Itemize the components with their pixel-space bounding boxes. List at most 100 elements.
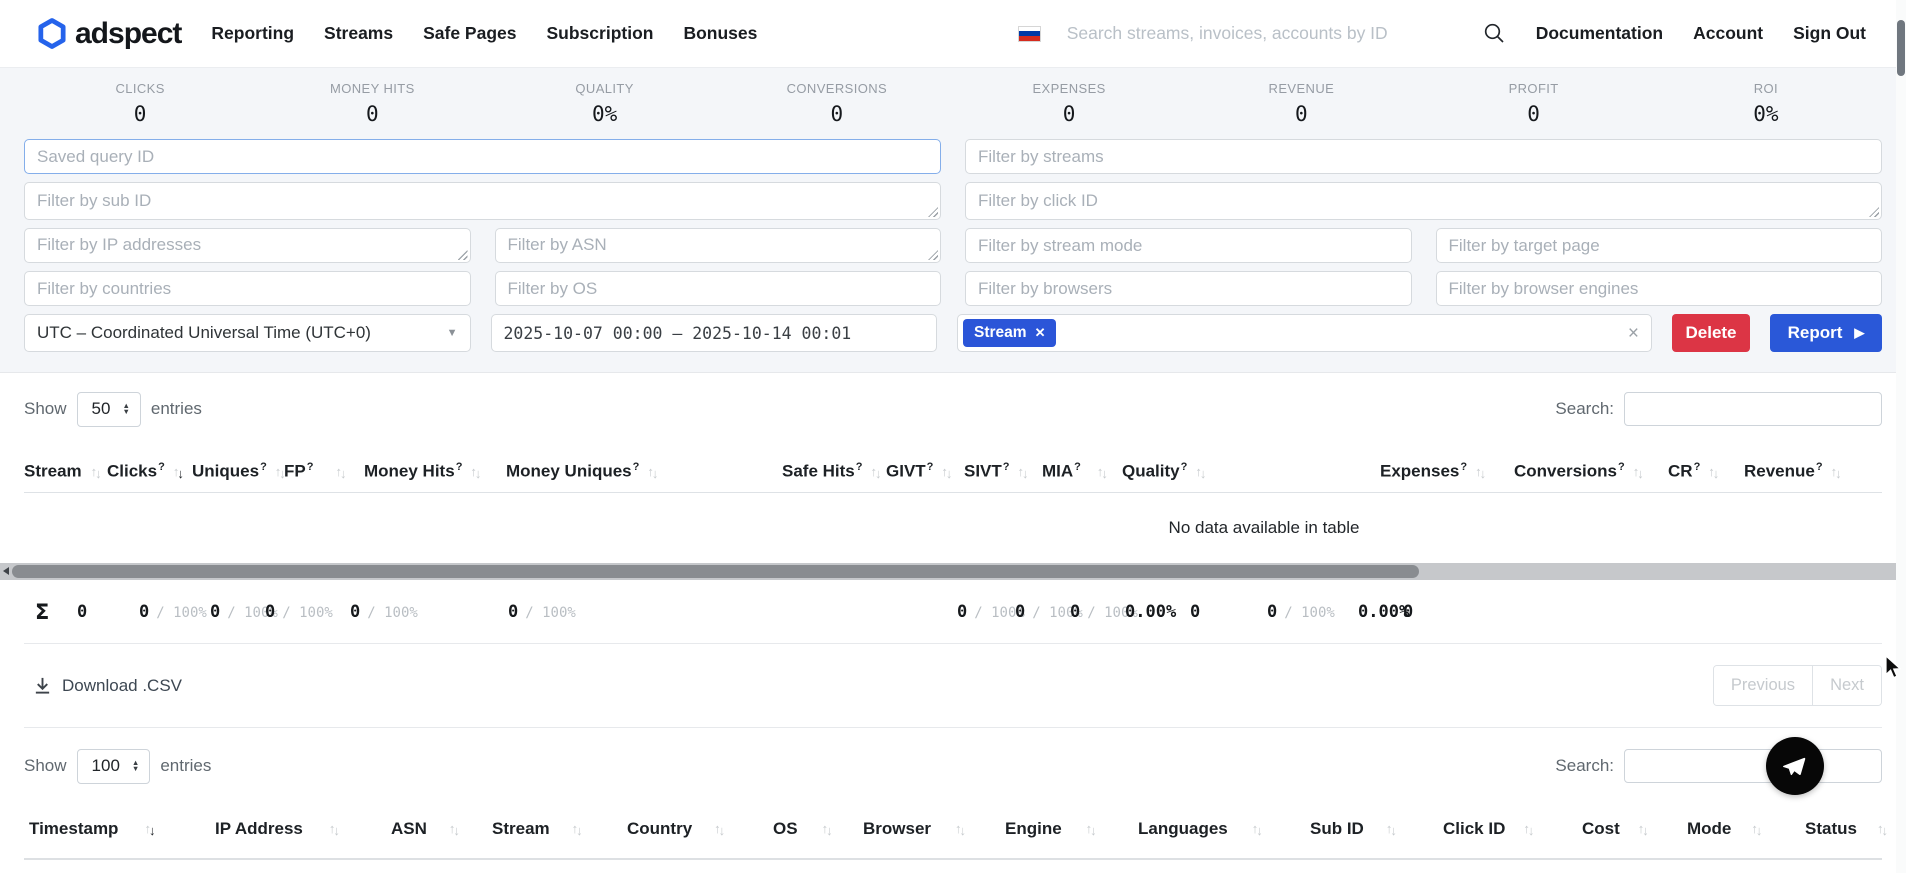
page-size-select[interactable]: 50 ▲ ▼ (76, 391, 141, 427)
chevron-down-icon: ▼ (446, 327, 458, 339)
clicks-table-section: Show 100 ▲ ▼ entries Search: Timestamp ↑↓ … (0, 730, 1906, 860)
report-button[interactable]: Report ▶ (1770, 314, 1882, 352)
previous-page-button[interactable]: Previous (1713, 666, 1813, 705)
totals-money-hits: 0/ 100% (265, 601, 333, 622)
russian-flag-icon[interactable] (1017, 25, 1041, 42)
next-page-button[interactable]: Next (1812, 666, 1881, 705)
column-header-fp[interactable]: FP? ↑↓ (284, 461, 347, 481)
totals-revenue: 0 (1403, 601, 1414, 622)
empty-table-message: No data available in table (1168, 518, 1360, 537)
saved-query-id-input[interactable] (24, 139, 941, 174)
column-header-country[interactable]: Country ↑↓ (627, 819, 726, 838)
stat-expenses: EXPENSES 0 (1032, 81, 1106, 126)
column-header-expenses[interactable]: Expenses? ↑↓ (1380, 461, 1487, 481)
sort-icon: ↑↓ (448, 821, 460, 838)
column-header-os[interactable]: OS ↑↓ (773, 819, 833, 838)
resize-grip-icon[interactable] (928, 250, 938, 260)
column-header-status[interactable]: Status ↑↓ (1805, 819, 1888, 838)
page-size-select[interactable]: 100 ▲ ▼ (76, 748, 151, 784)
telegram-button[interactable] (1766, 737, 1824, 795)
filter-target-page-input[interactable] (1435, 228, 1882, 263)
horizontal-scrollbar[interactable] (0, 563, 1906, 580)
column-header-engine[interactable]: Engine ↑↓ (1005, 819, 1097, 838)
column-header-timestamp[interactable]: Timestamp ↑↓ (29, 819, 156, 838)
sort-icon: ↑↓ (571, 821, 583, 838)
filter-asn-textarea[interactable] (494, 228, 941, 263)
table2-search-input[interactable] (1624, 749, 1882, 783)
top-nav: adspect Reporting Streams Safe Pages Sub… (0, 0, 1906, 68)
resize-grip-icon[interactable] (1869, 207, 1879, 217)
scrollbar-thumb[interactable] (1897, 20, 1905, 76)
filters-panel: UTC – Coordinated Universal Time (UTC+0)… (0, 126, 1906, 352)
filter-stream-mode-input[interactable] (965, 228, 1412, 263)
filter-browser-engines-input[interactable] (1435, 271, 1882, 306)
filter-browsers-input[interactable] (965, 271, 1412, 306)
nav-item-sign-out[interactable]: Sign Out (1793, 23, 1866, 43)
column-header-stream[interactable]: Stream ↑↓ (492, 819, 583, 838)
nav-item-streams[interactable]: Streams (324, 23, 394, 43)
column-header-mia[interactable]: MIA? ↑↓ (1042, 461, 1108, 481)
group-by-input[interactable]: Stream ✕ × (957, 314, 1652, 352)
column-header-cr[interactable]: CR? ↑↓ (1668, 461, 1720, 481)
column-header-revenue[interactable]: Revenue? ↑↓ (1744, 461, 1842, 481)
scroll-left-arrow-icon[interactable] (3, 567, 9, 575)
group-tag-stream[interactable]: Stream ✕ (963, 319, 1057, 347)
column-header-stream[interactable]: Stream ↑↓ (24, 461, 102, 481)
totals-sivt: 0/ 100% (1015, 601, 1083, 622)
nav-item-safe-pages[interactable]: Safe Pages (423, 23, 517, 43)
column-header-ip-address[interactable]: IP Address ↑↓ (215, 819, 340, 838)
totals-clicks: 0 (77, 601, 88, 622)
tag-remove-icon[interactable]: ✕ (1034, 325, 1046, 340)
column-header-click-id[interactable]: Click ID ↑↓ (1443, 819, 1535, 838)
date-range-input[interactable] (490, 314, 937, 352)
column-header-safe-hits[interactable]: Safe Hits? ↑↓ (782, 461, 882, 481)
nav-item-bonuses[interactable]: Bonuses (683, 23, 758, 43)
download-csv-button[interactable]: Download .CSV (33, 676, 182, 696)
column-header-clicks[interactable]: Clicks? ↑↓ (107, 461, 184, 481)
table1-header-row: Stream ↑↓ Clicks? ↑↓ Uniques? ↑↓ FP? ↑↓ Mone… (24, 451, 1882, 493)
adspect-logo[interactable]: adspect (38, 17, 182, 51)
column-header-sub-id[interactable]: Sub ID ↑↓ (1310, 819, 1397, 838)
sort-icon: ↑↓ (821, 821, 833, 838)
stat-revenue: REVENUE 0 (1268, 81, 1335, 126)
timezone-select[interactable]: UTC – Coordinated Universal Time (UTC+0)… (24, 314, 471, 352)
stat-clicks: CLICKS 0 (115, 81, 165, 126)
sort-icon: ↑↓ (1475, 463, 1487, 481)
filter-ip-textarea[interactable] (24, 228, 471, 263)
column-header-givt[interactable]: GIVT? ↑↓ (886, 461, 953, 481)
sort-icon: ↑↓ (1751, 821, 1763, 838)
resize-grip-icon[interactable] (457, 250, 468, 260)
vertical-scrollbar[interactable] (1896, 0, 1906, 873)
table1-search-input[interactable] (1624, 392, 1882, 426)
column-header-asn[interactable]: ASN ↑↓ (391, 819, 460, 838)
column-header-uniques[interactable]: Uniques? ↑↓ (192, 461, 286, 481)
column-header-sivt[interactable]: SIVT? ↑↓ (964, 461, 1029, 481)
nav-item-documentation[interactable]: Documentation (1535, 23, 1664, 43)
nav-item-subscription[interactable]: Subscription (546, 23, 654, 43)
global-search-input[interactable] (1066, 16, 1467, 51)
clear-group-icon[interactable]: × (1627, 322, 1639, 344)
nav-item-reporting[interactable]: Reporting (211, 23, 295, 43)
filter-countries-input[interactable] (24, 271, 471, 306)
column-header-conversions[interactable]: Conversions? ↑↓ (1514, 461, 1644, 481)
delete-button[interactable]: Delete (1672, 314, 1750, 352)
column-header-money-uniques[interactable]: Money Uniques? ↑↓ (506, 461, 659, 481)
column-header-quality[interactable]: Quality? ↑↓ (1122, 461, 1207, 481)
column-header-cost[interactable]: Cost ↑↓ (1582, 819, 1649, 838)
stat-profit: PROFIT 0 (1508, 81, 1559, 126)
hexagon-logo-icon (38, 18, 66, 49)
resize-grip-icon[interactable] (928, 207, 938, 217)
spinner-arrows-icon: ▲ ▼ (122, 400, 130, 416)
telegram-plane-icon (1780, 753, 1807, 780)
column-header-browser[interactable]: Browser ↑↓ (863, 819, 967, 838)
scrollbar-thumb[interactable] (12, 565, 1419, 578)
column-header-money-hits[interactable]: Money Hits? ↑↓ (364, 461, 482, 481)
column-header-languages[interactable]: Languages ↑↓ (1138, 819, 1263, 838)
filter-os-input[interactable] (494, 271, 941, 306)
filter-click-id-textarea[interactable] (965, 182, 1882, 220)
column-header-mode[interactable]: Mode ↑↓ (1687, 819, 1763, 838)
filter-sub-id-textarea[interactable] (24, 182, 941, 220)
search-icon[interactable] (1483, 22, 1506, 45)
nav-item-account[interactable]: Account (1693, 23, 1764, 43)
filter-streams-input[interactable] (965, 139, 1882, 174)
